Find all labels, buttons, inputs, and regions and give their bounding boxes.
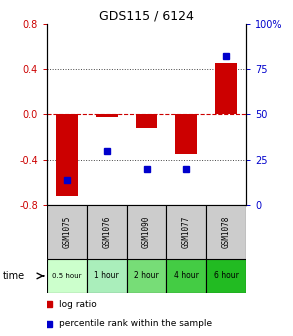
Bar bbox=[87, 259, 127, 293]
Text: percentile rank within the sample: percentile rank within the sample bbox=[59, 320, 212, 328]
Text: 6 hour: 6 hour bbox=[214, 271, 239, 281]
Text: GSM1075: GSM1075 bbox=[62, 216, 71, 248]
Bar bbox=[47, 205, 87, 259]
Bar bbox=[87, 205, 127, 259]
Bar bbox=[176, 114, 197, 154]
Text: GSM1090: GSM1090 bbox=[142, 216, 151, 248]
Bar bbox=[166, 259, 206, 293]
Text: GSM1078: GSM1078 bbox=[222, 216, 231, 248]
Bar bbox=[206, 259, 246, 293]
Title: GDS115 / 6124: GDS115 / 6124 bbox=[99, 9, 194, 23]
Bar bbox=[96, 114, 117, 117]
Text: 2 hour: 2 hour bbox=[134, 271, 159, 281]
Bar bbox=[166, 205, 206, 259]
Text: 1 hour: 1 hour bbox=[94, 271, 119, 281]
Text: GSM1077: GSM1077 bbox=[182, 216, 191, 248]
Text: GSM1076: GSM1076 bbox=[102, 216, 111, 248]
Text: 0.5 hour: 0.5 hour bbox=[52, 273, 81, 279]
Bar bbox=[127, 259, 166, 293]
Text: 4 hour: 4 hour bbox=[174, 271, 199, 281]
Bar bbox=[206, 205, 246, 259]
Text: log ratio: log ratio bbox=[59, 300, 97, 308]
Bar bbox=[127, 205, 166, 259]
Bar bbox=[56, 114, 78, 196]
Bar bbox=[47, 259, 87, 293]
Bar bbox=[136, 114, 157, 128]
Bar bbox=[215, 63, 237, 114]
Text: time: time bbox=[3, 271, 25, 281]
